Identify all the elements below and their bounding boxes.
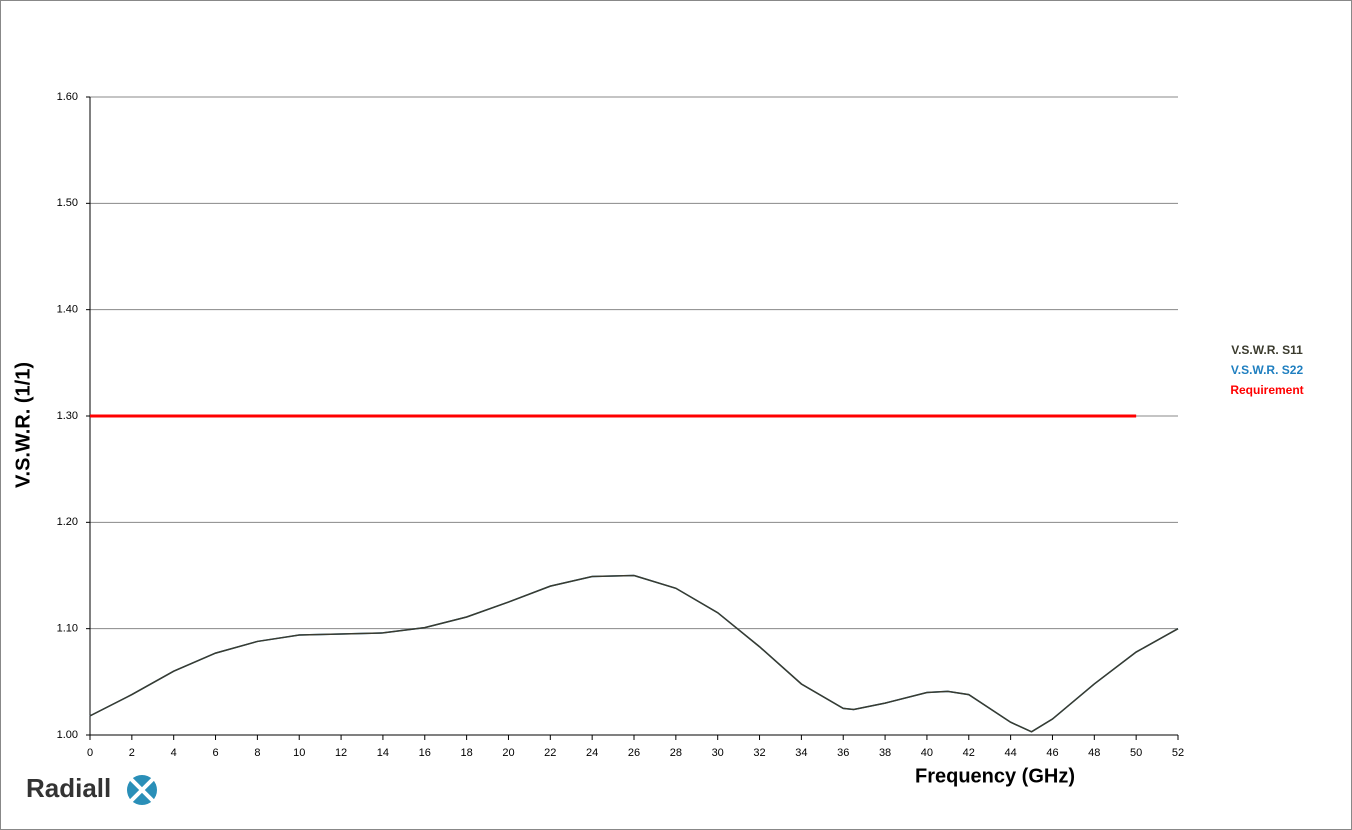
x-tick-label: 24 [586, 747, 598, 759]
y-tick-label: 1.30 [57, 410, 78, 422]
logo: Radiall [26, 773, 158, 806]
x-tick-label: 46 [1046, 747, 1058, 759]
x-tick-label: 14 [377, 747, 389, 759]
x-tick-label: 36 [837, 747, 849, 759]
x-axis-title: Frequency (GHz) [915, 765, 1075, 787]
x-tick-label: 30 [712, 747, 724, 759]
legend-entry: V.S.W.R. S22 [1231, 363, 1304, 377]
x-tick-label: 38 [879, 747, 891, 759]
x-tick-label: 4 [171, 747, 177, 759]
x-tick-label: 26 [628, 747, 640, 759]
logo-icon-mark [126, 774, 158, 806]
y-axis-title: V.S.W.R. (1/1) [12, 362, 34, 488]
x-tick-label: 50 [1130, 747, 1142, 759]
x-tick-label: 34 [795, 747, 807, 759]
x-tick-label: 8 [254, 747, 260, 759]
x-tick-label: 44 [1004, 747, 1016, 759]
x-tick-label: 6 [212, 747, 218, 759]
x-tick-label: 32 [753, 747, 765, 759]
legend-entry: Requirement [1230, 383, 1303, 397]
x-tick-label: 2 [129, 747, 135, 759]
x-tick-label: 18 [460, 747, 472, 759]
legend-entry: V.S.W.R. S11 [1231, 343, 1303, 357]
x-tick-label: 20 [502, 747, 514, 759]
x-tick-label: 52 [1172, 747, 1184, 759]
x-tick-label: 0 [87, 747, 93, 759]
x-tick-label: 40 [921, 747, 933, 759]
x-tick-label: 12 [335, 747, 347, 759]
y-tick-label: 1.00 [57, 729, 78, 741]
y-tick-label: 1.10 [57, 623, 78, 635]
y-tick-label: 1.40 [57, 304, 78, 316]
x-tick-label: 10 [293, 747, 305, 759]
logo-text: Radiall [26, 773, 111, 803]
series-line [89, 574, 1179, 733]
x-tick-label: 48 [1088, 747, 1100, 759]
x-tick-label: 16 [419, 747, 431, 759]
x-tick-label: 42 [963, 747, 975, 759]
y-tick-label: 1.60 [57, 91, 78, 103]
y-tick-label: 1.20 [57, 516, 78, 528]
x-tick-label: 28 [670, 747, 682, 759]
x-tick-label: 22 [544, 747, 556, 759]
y-tick-label: 1.50 [57, 197, 78, 209]
